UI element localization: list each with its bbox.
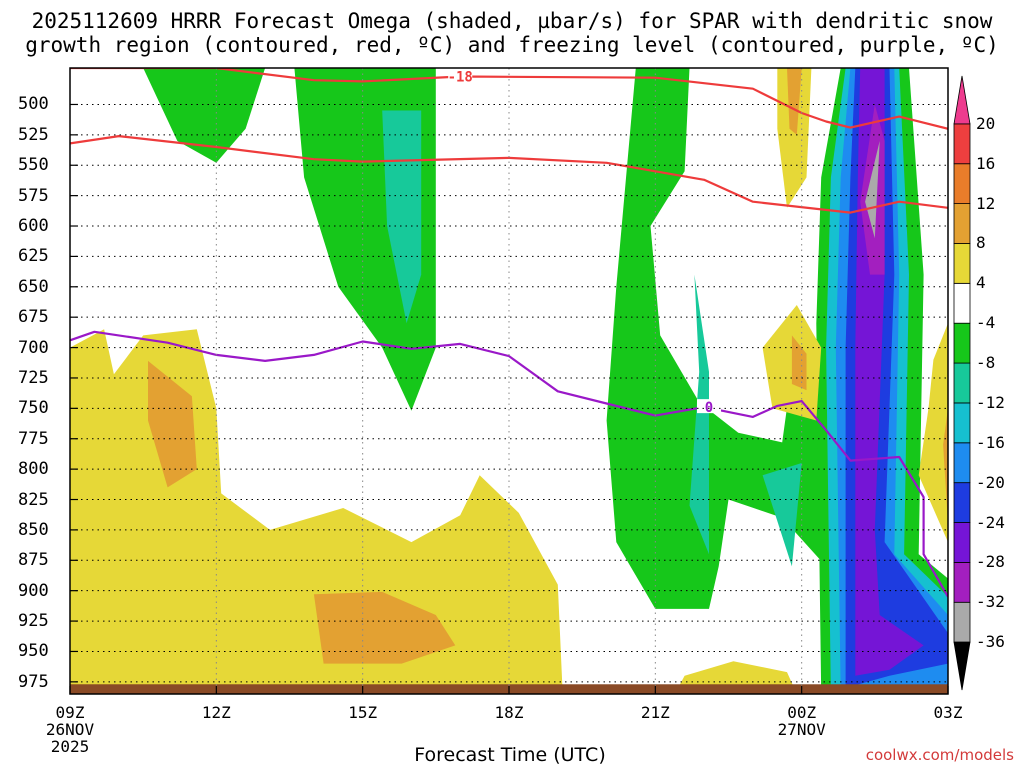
colorbar-label: -12	[976, 392, 1005, 412]
omega-region-4	[689, 274, 709, 555]
omega-region-12	[865, 140, 880, 239]
y-tick-label: 650	[18, 276, 49, 297]
y-tick-label: 550	[18, 155, 49, 176]
colorbar-label: -16	[976, 432, 1005, 452]
colorbar-label: 16	[976, 153, 996, 173]
colorbar-arrow-low	[953, 641, 971, 691]
x-tick-label: 00Z	[787, 703, 817, 722]
omega-region-22	[943, 408, 948, 524]
source-credit: coolwx.com/models	[865, 746, 1014, 764]
omega-region-5	[762, 463, 802, 567]
x-tick-year: 2025	[50, 737, 90, 756]
chart-title-line2: growth region (contoured, red, ºC) and f…	[25, 33, 999, 57]
y-tick-label: 700	[18, 337, 49, 358]
colorbar-label: 20	[976, 113, 996, 133]
y-tick-label: 600	[18, 216, 49, 237]
x-tick-label: 12Z	[201, 703, 231, 722]
plot-frame	[69, 67, 949, 695]
red-isotherm-upper	[70, 68, 948, 130]
omega-region-2	[382, 110, 422, 324]
omega-shading	[70, 68, 948, 694]
colorbar-box-9	[953, 243, 971, 284]
colorbar-arrow-high	[953, 75, 971, 125]
y-tick-label: 500	[18, 94, 49, 115]
y-tick-label: 850	[18, 519, 49, 540]
y-tick-label: 775	[18, 428, 49, 449]
x-axis-title: Forecast Time (UTC)	[414, 744, 606, 766]
omega-region-16	[148, 360, 197, 488]
y-tick-label: 900	[18, 580, 49, 601]
y-tick-label: 925	[18, 611, 49, 632]
omega-region-21	[918, 323, 948, 543]
colorbar-label: -32	[976, 592, 1005, 612]
y-tick-label: 800	[18, 459, 49, 480]
colorbar-label: -28	[976, 552, 1005, 572]
x-tick-label: 21Z	[640, 703, 670, 722]
colorbar-label: -24	[976, 512, 1005, 532]
y-tick-label: 875	[18, 550, 49, 571]
colorbar-label: -4	[976, 313, 996, 333]
y-tick-label: 675	[18, 307, 49, 328]
omega-region-17	[313, 591, 456, 664]
grid-lines	[69, 68, 949, 694]
colorbar-box-3	[953, 482, 971, 523]
y-tick-label: 625	[18, 246, 49, 267]
colorbar	[953, 75, 971, 691]
freezing-level-label-bg	[696, 399, 721, 414]
colorbar-box-2	[953, 522, 971, 563]
colorbar-box-1	[953, 562, 971, 603]
colorbar-box-10	[953, 203, 971, 244]
red-isotherm-lower	[70, 135, 948, 214]
colorbar-box-12	[953, 123, 971, 165]
x-tick-label: 03Z	[933, 703, 963, 722]
y-tick-label: 950	[18, 641, 49, 662]
y-tick-label: 975	[18, 671, 49, 692]
colorbar-box-6	[953, 362, 971, 404]
y-tick-label: 575	[18, 185, 49, 206]
y-tick-label: 525	[18, 124, 49, 145]
colorbar-label: -36	[976, 632, 1005, 652]
colorbar-box-0	[953, 601, 971, 643]
y-tick-label: 725	[18, 367, 49, 388]
colorbar-box-5	[953, 402, 971, 444]
colorbar-label: 8	[976, 233, 986, 253]
colorbar-label: 4	[976, 273, 986, 293]
colorbar-box-4	[953, 442, 971, 484]
y-tick-label: 750	[18, 398, 49, 419]
colorbar-box-7	[953, 322, 971, 364]
omega-region-20	[791, 335, 807, 391]
chart-title-line1: 2025112609 HRRR Forecast Omega (shaded, …	[31, 9, 993, 33]
omega-region-14	[787, 68, 802, 135]
freezing-level-line	[70, 330, 948, 598]
colorbar-label: 12	[976, 193, 996, 213]
x-tick-date: 26NOV	[45, 720, 95, 739]
colorbar-label: -20	[976, 472, 1005, 492]
colorbar-box-11	[953, 163, 971, 205]
red-isotherm-label: -18	[448, 70, 473, 86]
x-tick-label: 18Z	[494, 703, 524, 722]
x-tick-label: 09Z	[55, 703, 85, 722]
y-tick-label: 825	[18, 489, 49, 510]
omega-region-0	[143, 68, 266, 163]
red-isotherm-label-bg	[448, 68, 473, 83]
x-tick-date: 27NOV	[777, 720, 826, 739]
omega-region-13	[777, 68, 812, 208]
colorbar-label: -8	[976, 353, 996, 373]
colorbar-box-8	[953, 282, 971, 324]
x-tick-label: 15Z	[348, 703, 378, 722]
